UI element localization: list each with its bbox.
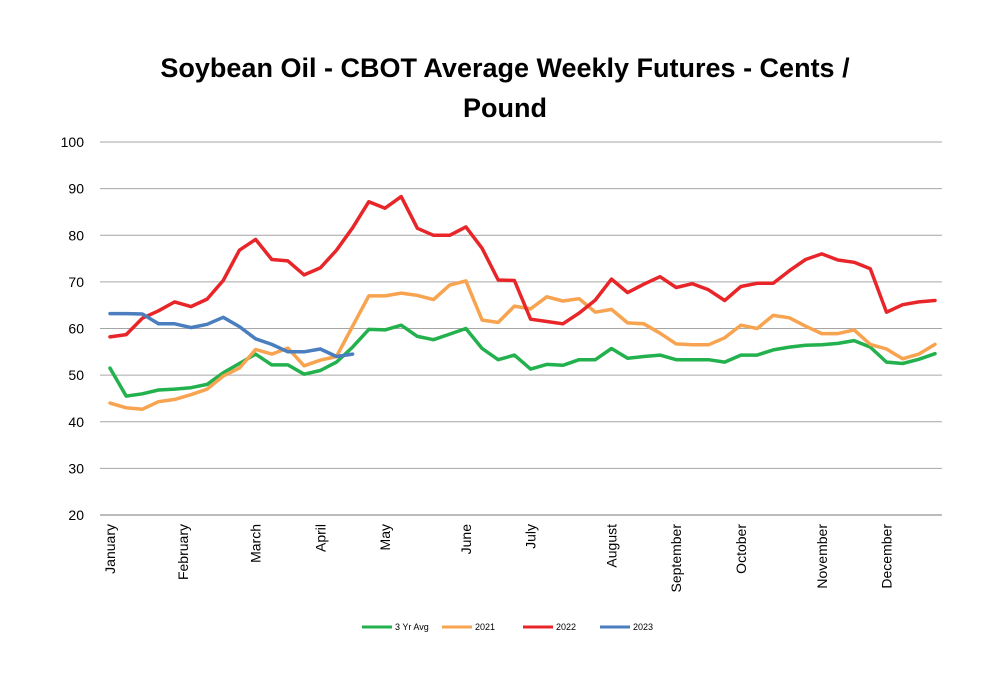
series-line	[108, 311, 355, 359]
y-tick-label: 90	[68, 181, 84, 197]
y-tick-label: 70	[68, 274, 84, 290]
legend-label: 2023	[633, 622, 653, 632]
series-line	[108, 279, 937, 411]
chart-title: Soybean Oil - CBOT Average Weekly Future…	[100, 48, 910, 128]
x-tick-label: November	[814, 524, 830, 589]
legend-label: 2022	[556, 622, 576, 632]
x-tick-label: July	[523, 524, 539, 549]
legend: 3 Yr Avg 2021 2022 2023	[362, 622, 653, 632]
y-tick-label: 30	[68, 460, 84, 476]
chart-title-line1: Soybean Oil - CBOT Average Weekly Future…	[160, 53, 850, 83]
x-tick-label: February	[175, 524, 191, 580]
x-tick-label: April	[312, 524, 328, 552]
x-tick-label: September	[668, 524, 684, 593]
y-tick-label: 60	[68, 321, 84, 337]
chart-title-line2: Pound	[463, 93, 547, 123]
y-tick-label: 20	[68, 507, 84, 523]
x-tick-label: December	[878, 524, 894, 589]
x-tick-label: August	[603, 524, 619, 568]
gridlines	[100, 141, 942, 516]
y-tick-label: 100	[61, 134, 85, 150]
y-tick-label: 80	[68, 227, 84, 243]
x-tick-label: June	[458, 524, 474, 555]
x-tick-label: March	[248, 524, 264, 563]
series-line	[108, 323, 937, 398]
x-axis-ticks: January February March April May June July Augu…	[102, 524, 894, 593]
series-lines	[108, 194, 937, 411]
x-tick-label: October	[733, 524, 749, 574]
y-tick-label: 40	[68, 414, 84, 430]
y-axis-ticks: 20 30 40 50 60 70 80 90 100	[61, 134, 85, 523]
series-line	[108, 194, 937, 339]
legend-label: 2021	[475, 622, 495, 632]
legend-label: 3 Yr Avg	[395, 622, 429, 632]
x-tick-label: January	[102, 524, 118, 574]
x-tick-label: May	[377, 524, 393, 550]
y-tick-label: 50	[68, 367, 84, 383]
